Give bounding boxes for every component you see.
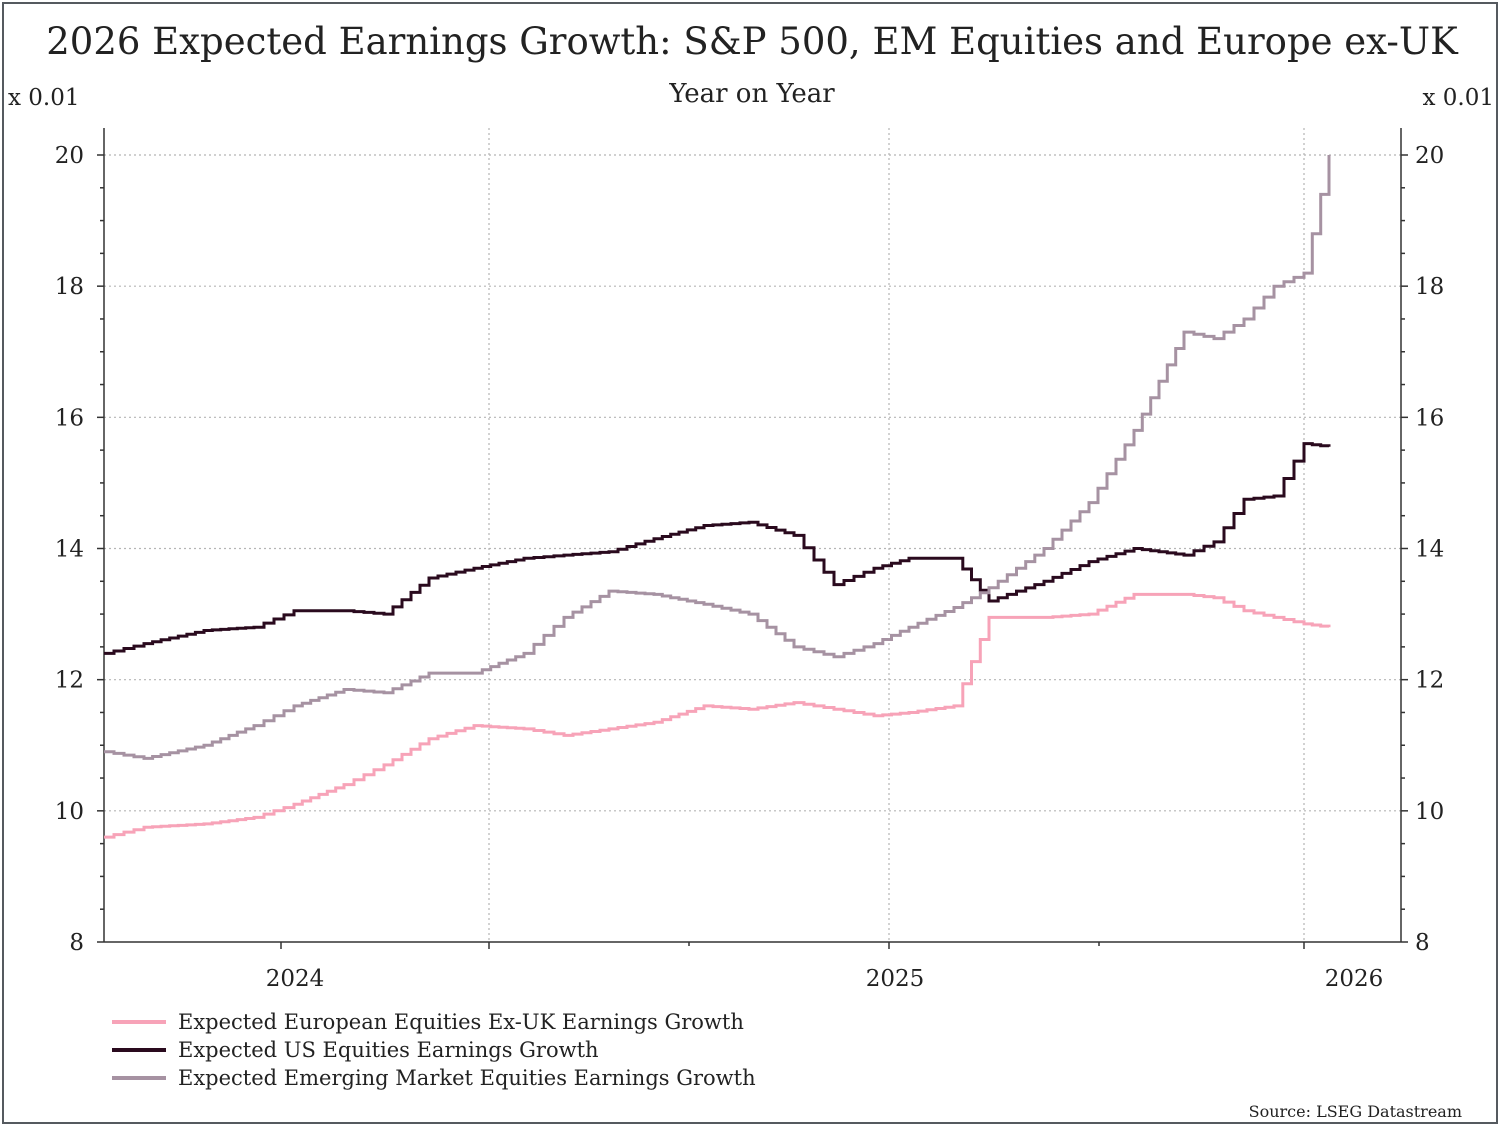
chart-title: 2026 Expected Earnings Growth: S&P 500, …	[46, 20, 1459, 63]
y-tick-label-left: 12	[55, 668, 84, 694]
y-tick-label-left: 8	[69, 930, 84, 956]
y-tick-label-right: 12	[1415, 668, 1444, 694]
y-tick-label-left: 16	[55, 405, 84, 431]
legend-label: Expected US Equities Earnings Growth	[178, 1038, 599, 1062]
source-note: Source: LSEG Datastream	[1249, 1102, 1462, 1121]
legend: Expected European Equities Ex-UK Earning…	[112, 1010, 756, 1090]
y-tick-label-right: 16	[1415, 405, 1444, 431]
y-tick-label-left: 14	[55, 537, 84, 563]
axes: 8 8 10 10 12 12 14 14 16 16 18 18 20 20 2024 2025 2026	[55, 128, 1444, 992]
chart-subtitle: Year on Year	[668, 79, 835, 109]
y-tick-label-right: 10	[1415, 799, 1444, 825]
gridlines	[104, 128, 1401, 942]
legend-label: Expected European Equities Ex-UK Earning…	[178, 1010, 744, 1034]
y-tick-label-right: 14	[1415, 537, 1444, 563]
x-tick-label: 2026	[1325, 966, 1384, 992]
chart-canvas: 2026 Expected Earnings Growth: S&P 500, …	[8, 20, 1495, 1121]
x-tick-label: 2024	[266, 966, 325, 992]
right-axis-unit: x 0.01	[1423, 85, 1495, 111]
y-tick-label-right: 20	[1415, 143, 1444, 169]
y-tick-label-right: 18	[1415, 274, 1444, 300]
series-line-europe-ex-uk	[104, 592, 1331, 839]
y-tick-label-right: 8	[1415, 930, 1430, 956]
y-tick-label-left: 20	[55, 143, 84, 169]
series-line-us	[104, 442, 1331, 655]
series-line-em	[104, 155, 1331, 760]
y-tick-label-left: 18	[55, 274, 84, 300]
legend-label: Expected Emerging Market Equities Earnin…	[178, 1066, 756, 1090]
x-tick-label: 2025	[866, 966, 925, 992]
left-axis-unit: x 0.01	[8, 85, 80, 111]
series-lines	[104, 155, 1331, 839]
y-tick-label-left: 10	[55, 799, 84, 825]
